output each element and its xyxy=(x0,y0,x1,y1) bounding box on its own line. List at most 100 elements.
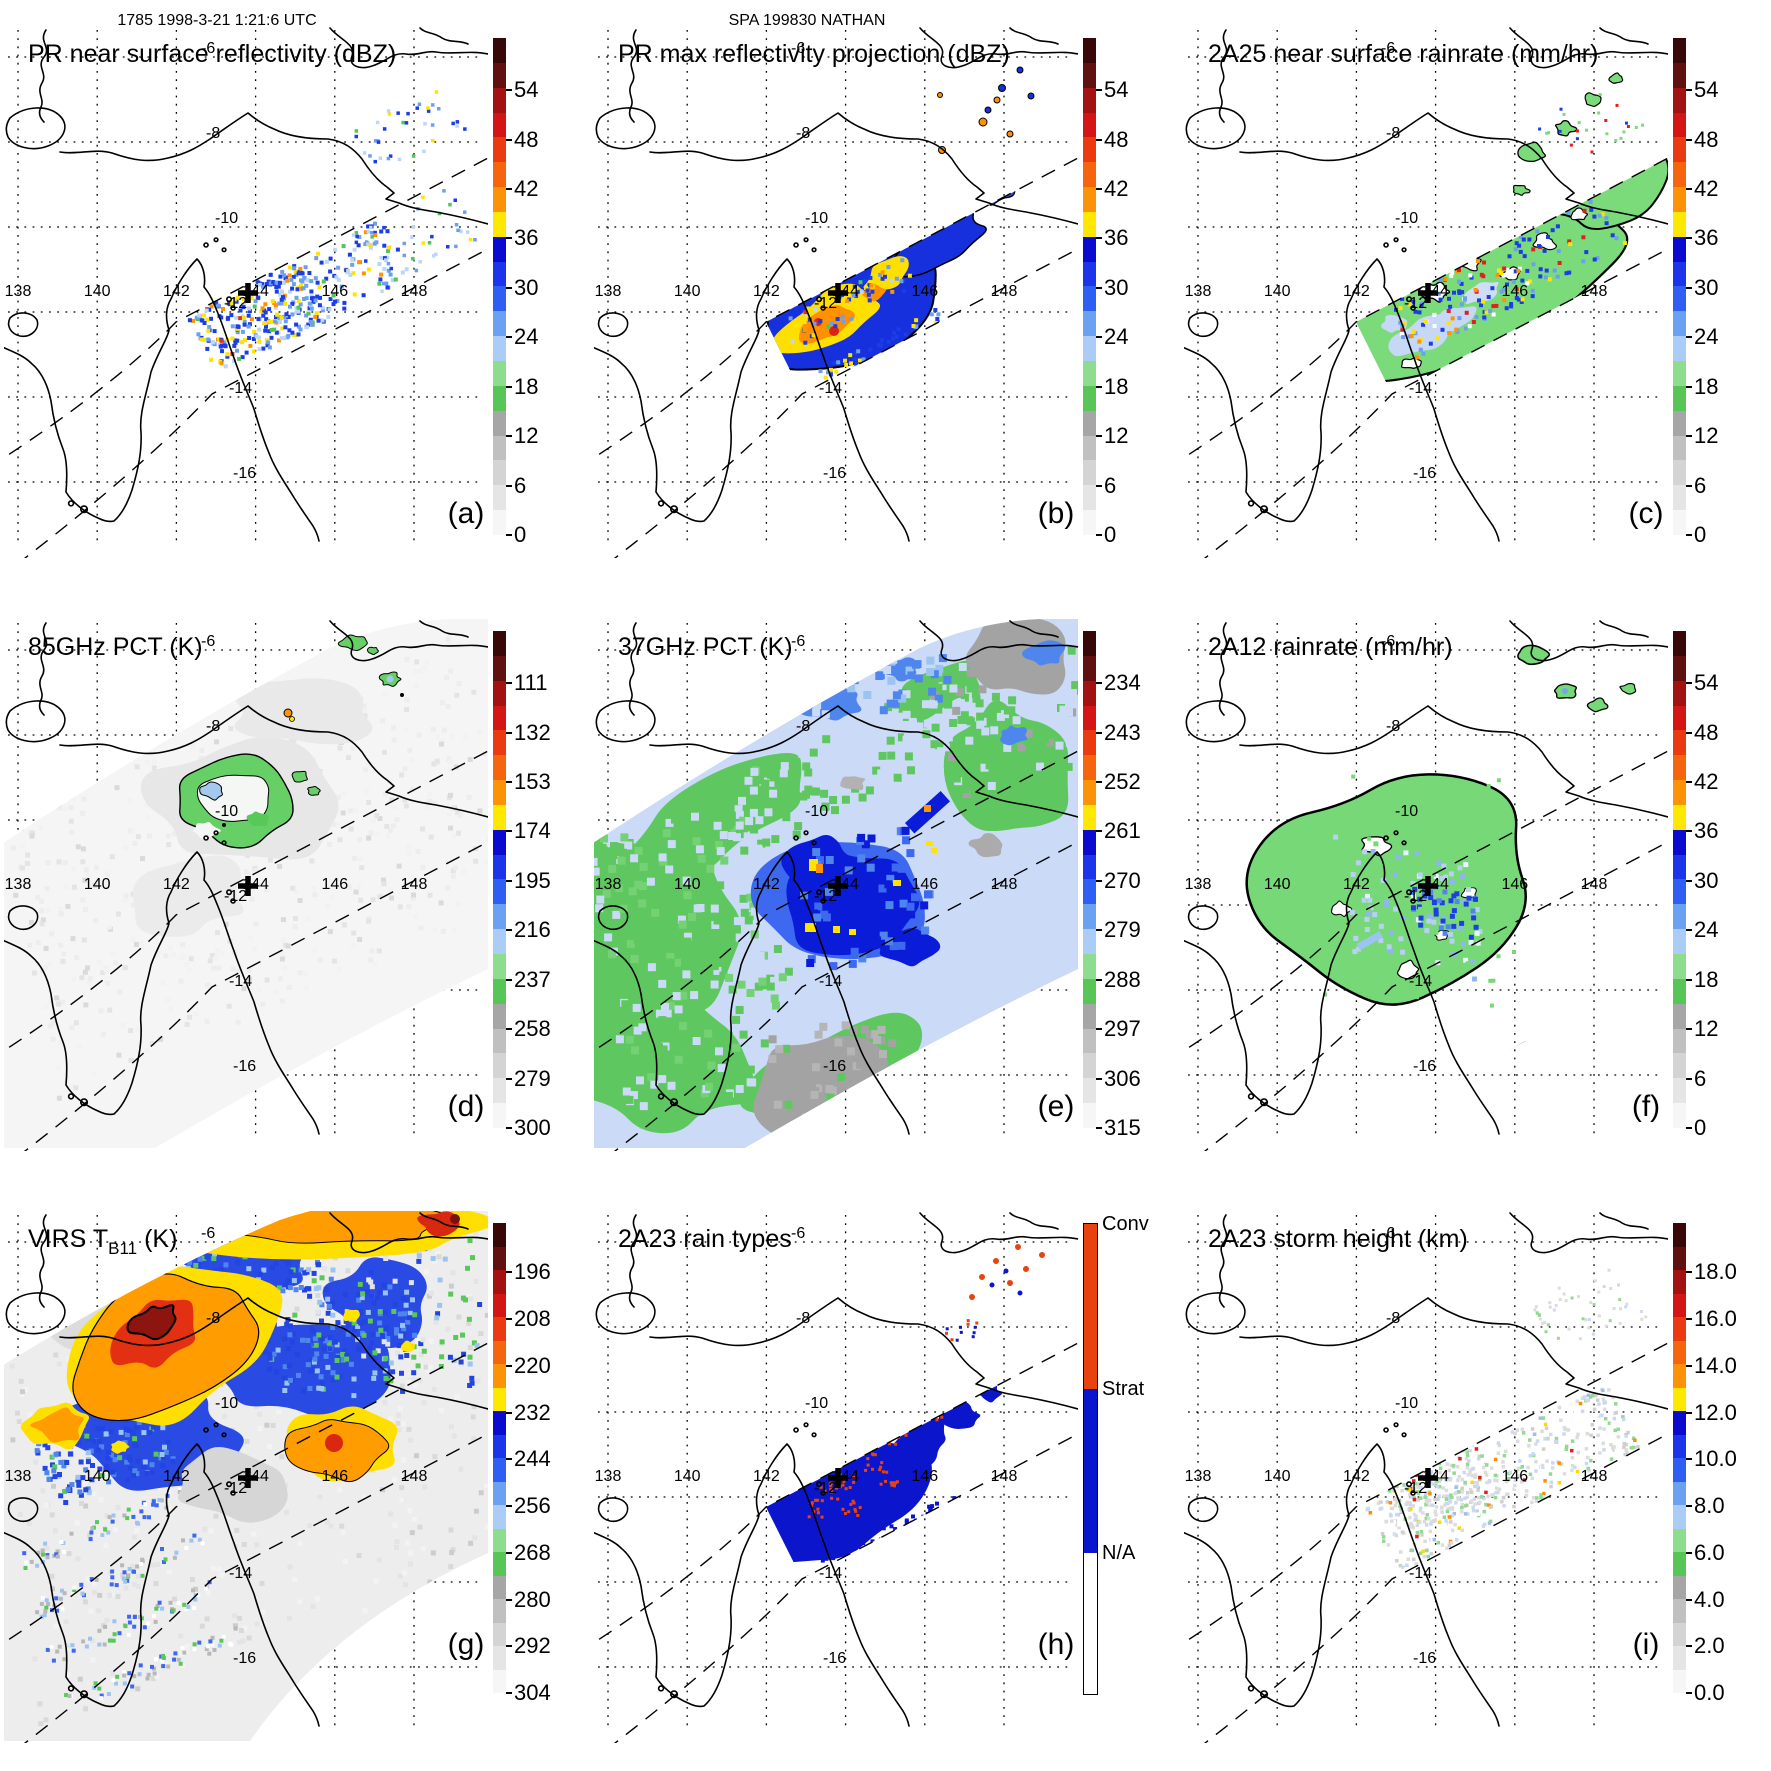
lat-label: -16 xyxy=(823,1058,846,1075)
lat-label: -8 xyxy=(1386,1310,1400,1327)
colorbar-tick-label: 2.0 xyxy=(1694,1633,1725,1658)
colorbar-tick-label: 195 xyxy=(514,868,551,893)
panel-title: 85GHz PCT (K) xyxy=(28,633,203,661)
panel-letter: (h) xyxy=(1037,1628,1075,1661)
lon-label: 142 xyxy=(1343,876,1370,893)
colorbar-tick-label: 54 xyxy=(1694,77,1719,102)
colorbar-tick xyxy=(1686,1078,1692,1080)
colorbar-tick-label: 315 xyxy=(1104,1115,1141,1140)
lon-label: 148 xyxy=(401,283,428,300)
panel-title: VIRS TB11 (K) xyxy=(28,1225,177,1258)
colorbar-tick xyxy=(1686,1028,1692,1030)
colorbar-tick xyxy=(506,1028,512,1030)
colorbar-tick-label: 42 xyxy=(1694,769,1719,794)
colorbar-tick-label: 18.0 xyxy=(1694,1259,1737,1284)
panel-title: PR near surface reflectivity (dBZ) xyxy=(28,40,396,68)
colorbar-tick xyxy=(506,485,512,487)
panel-b: 138140142144146148-6-8-10-12-14-16 PR ma… xyxy=(590,0,1180,586)
colorbar-tick xyxy=(1096,386,1102,388)
lon-label: 146 xyxy=(1501,283,1528,300)
colorbar-tick-label: 18 xyxy=(1694,967,1719,992)
colorbar-tick xyxy=(1686,237,1692,239)
colorbar-tick xyxy=(506,89,512,91)
colorbar-tick-label: 18 xyxy=(514,374,539,399)
lat-label: -6 xyxy=(791,633,805,650)
colorbar-tick-label: 30 xyxy=(514,275,539,300)
colorbar-tick xyxy=(1096,682,1102,684)
colorbar-tick xyxy=(506,1127,512,1129)
lat-label: -8 xyxy=(206,125,220,142)
panel-g: 138140142144146148-6-8-10-12-14-16 VIRS … xyxy=(0,1185,590,1771)
lat-label: -10 xyxy=(1395,210,1418,227)
lat-label: -10 xyxy=(805,1395,828,1412)
lon-label: 138 xyxy=(5,283,32,300)
colorbar-tick-label: 279 xyxy=(514,1066,551,1091)
map-b: 138140142144146148-6-8-10-12-14-16 PR ma… xyxy=(594,27,1078,558)
lat-label: -8 xyxy=(1386,125,1400,142)
colorbar-tick xyxy=(1686,880,1692,882)
lat-label: -10 xyxy=(215,1395,238,1412)
colorbar-tick-label: 4.0 xyxy=(1694,1587,1725,1612)
colorbar-tick xyxy=(1686,287,1692,289)
panel-e: 138140142144146148-6-8-10-12-14-16 37GHz… xyxy=(590,593,1180,1179)
lat-label: -12 xyxy=(814,888,837,905)
colorbar-tick-label: 111 xyxy=(514,670,548,695)
colorbar-tick xyxy=(1096,880,1102,882)
colorbar-tick xyxy=(506,929,512,931)
colorbar-e xyxy=(1083,631,1096,1128)
lon-label: 148 xyxy=(991,1468,1018,1485)
colorbar-tick-label: 48 xyxy=(1694,127,1719,152)
colorbar-tick xyxy=(506,188,512,190)
header-storm-name: SPA 199830 NATHAN xyxy=(728,12,886,29)
colorbar-tick xyxy=(1686,139,1692,141)
colorbar-tick-label: 220 xyxy=(514,1353,551,1378)
colorbar-c xyxy=(1673,38,1686,535)
colorbar-tick-label: 174 xyxy=(514,818,551,843)
colorbar-tick-label: 244 xyxy=(514,1446,551,1471)
colorbar-tick-label: 24 xyxy=(1694,917,1719,942)
colorbar-tick xyxy=(1686,682,1692,684)
panel-i: 138140142144146148-6-8-10-12-14-16 2A23 … xyxy=(1180,1185,1770,1771)
colorbar-tick xyxy=(1096,830,1102,832)
lat-label: -14 xyxy=(1409,1565,1432,1582)
colorbar-tick-label: 234 xyxy=(1104,670,1141,695)
map-d: 138140142144146148-6-8-10-12-14-16 85GHz… xyxy=(4,619,488,1151)
colorbar-tick xyxy=(1686,1365,1692,1367)
lat-label: -12 xyxy=(814,295,837,312)
colorbar-tick-label: 12 xyxy=(1104,423,1129,448)
lon-label: 140 xyxy=(1264,1468,1291,1485)
lon-labels: 138140142144146148 xyxy=(595,283,1018,300)
colorbar-tick-label: 12 xyxy=(1694,423,1719,448)
colorbar-tick-label: 270 xyxy=(1104,868,1141,893)
colorbar-tick xyxy=(1686,386,1692,388)
colorbar-a xyxy=(493,38,506,535)
swath-data xyxy=(766,66,1035,388)
lat-label: -6 xyxy=(201,1225,215,1242)
colorbar-tick-label: 12.0 xyxy=(1694,1400,1737,1425)
colorbar-tick-label: 54 xyxy=(1694,670,1719,695)
lon-label: 142 xyxy=(163,1468,190,1485)
colorbar-tick-label: 0.0 xyxy=(1694,1680,1725,1705)
lon-labels: 138140142144146148 xyxy=(5,283,428,300)
colorbar-tick-label: 6 xyxy=(1694,473,1707,498)
swath-data xyxy=(1245,623,1637,1056)
colorbar-tick xyxy=(1096,979,1102,981)
colorbar-i xyxy=(1673,1223,1686,1693)
colorbar-tick xyxy=(506,435,512,437)
colorbar-tick-label: 12 xyxy=(1694,1016,1719,1041)
lon-label: 138 xyxy=(5,1468,32,1485)
swath-data xyxy=(594,619,1078,1149)
colorbar-tick xyxy=(506,1599,512,1601)
colorbar-tick xyxy=(506,287,512,289)
map-g: 138140142144146148-6-8-10-12-14-16 VIRS … xyxy=(4,1211,488,1743)
colorbar-tick xyxy=(1686,732,1692,734)
colorbar-tick xyxy=(506,732,512,734)
colorbar-tick-label: 258 xyxy=(514,1016,551,1041)
lat-label: -16 xyxy=(1413,1650,1436,1667)
colorbar-tick-label: 54 xyxy=(1104,77,1129,102)
lon-label: 148 xyxy=(1581,876,1608,893)
lon-label: 138 xyxy=(595,1468,622,1485)
panel-title: 2A23 rain types xyxy=(618,1225,792,1253)
lat-labels: -6 -8 -10 -12 -14 -16 xyxy=(201,40,256,482)
lon-labels: 138140142144146148 xyxy=(595,876,1018,893)
